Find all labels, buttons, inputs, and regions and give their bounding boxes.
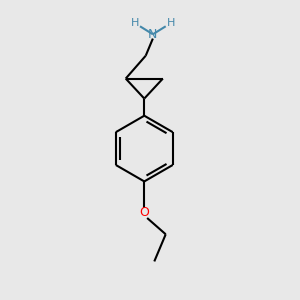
- Text: H: H: [131, 18, 139, 28]
- Text: O: O: [139, 206, 149, 219]
- Text: N: N: [148, 28, 158, 41]
- Text: H: H: [167, 18, 175, 28]
